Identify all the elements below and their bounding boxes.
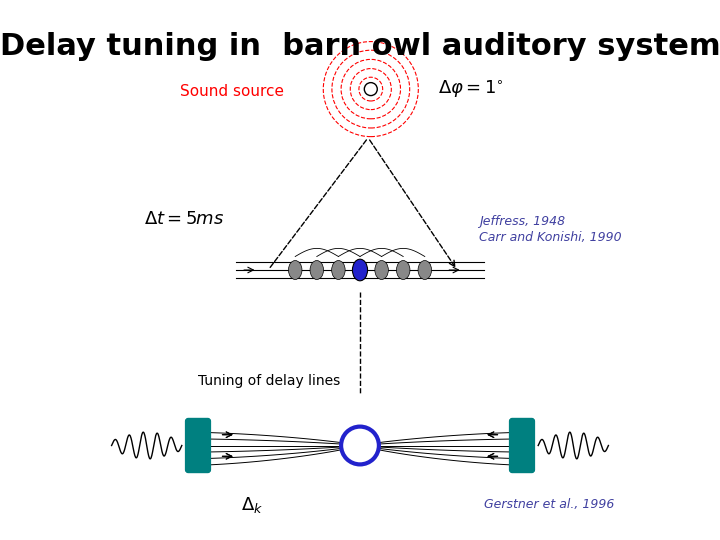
Text: Sound source: Sound source [181,84,284,99]
Text: Gerstner et al., 1996: Gerstner et al., 1996 [484,498,615,511]
Ellipse shape [397,261,410,280]
Text: Jeffress, 1948
Carr and Konishi, 1990: Jeffress, 1948 Carr and Konishi, 1990 [479,215,621,244]
Ellipse shape [418,261,431,280]
FancyBboxPatch shape [186,418,210,472]
Text: $\Delta t = 5ms$: $\Delta t = 5ms$ [144,210,225,228]
Ellipse shape [352,259,367,281]
Text: Delay tuning in  barn owl auditory system: Delay tuning in barn owl auditory system [0,32,720,62]
Ellipse shape [375,261,388,280]
Text: Tuning of delay lines: Tuning of delay lines [198,374,341,388]
Ellipse shape [354,261,366,280]
FancyBboxPatch shape [510,418,534,472]
Circle shape [341,427,379,464]
Text: $\Delta_k$: $\Delta_k$ [241,495,263,515]
Ellipse shape [332,261,345,280]
Ellipse shape [289,261,302,280]
Ellipse shape [310,261,323,280]
Text: $\Delta\varphi = 1^{\circ}$: $\Delta\varphi = 1^{\circ}$ [438,78,504,100]
